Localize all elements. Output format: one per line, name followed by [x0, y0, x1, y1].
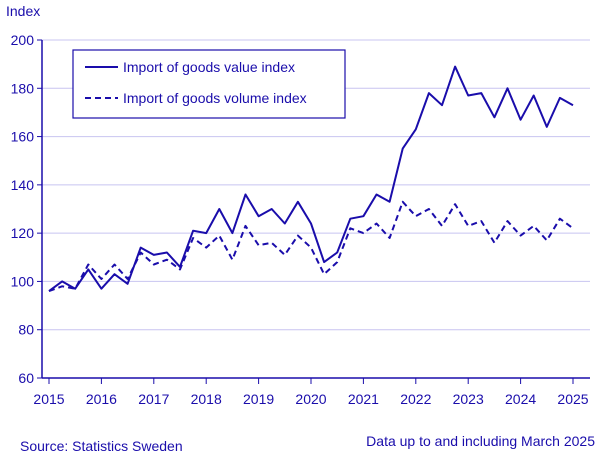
y-tick-label: 200 — [11, 32, 35, 48]
legend-box — [72, 49, 346, 119]
x-tick-label: 2016 — [86, 391, 117, 407]
x-tick-label: 2017 — [138, 391, 169, 407]
legend-label: Import of goods volume index — [123, 90, 307, 106]
x-tick-label: 2024 — [505, 391, 536, 407]
y-tick-label: 180 — [11, 80, 35, 96]
x-tick-label: 2021 — [348, 391, 379, 407]
x-tick-label: 2015 — [33, 391, 64, 407]
series-line-volume — [48, 200, 574, 293]
y-tick-label: 140 — [11, 177, 35, 193]
x-tick-label: 2025 — [557, 391, 588, 407]
x-tick-label: 2019 — [243, 391, 274, 407]
y-tick-label: 100 — [11, 273, 35, 289]
y-axis-label: Index — [6, 3, 40, 19]
x-tick-label: 2020 — [295, 391, 326, 407]
legend-label: Import of goods value index — [123, 59, 295, 75]
data-note: Data up to and including March 2025 — [366, 433, 595, 449]
source-note: Source: Statistics Sweden — [20, 438, 183, 454]
y-tick-label: 80 — [18, 322, 34, 338]
y-tick-label: 120 — [11, 225, 35, 241]
y-tick-label: 60 — [18, 370, 34, 386]
x-tick-label: 2022 — [400, 391, 431, 407]
x-tick-label: 2023 — [453, 391, 484, 407]
y-tick-label: 160 — [11, 129, 35, 145]
x-tick-label: 2018 — [191, 391, 222, 407]
